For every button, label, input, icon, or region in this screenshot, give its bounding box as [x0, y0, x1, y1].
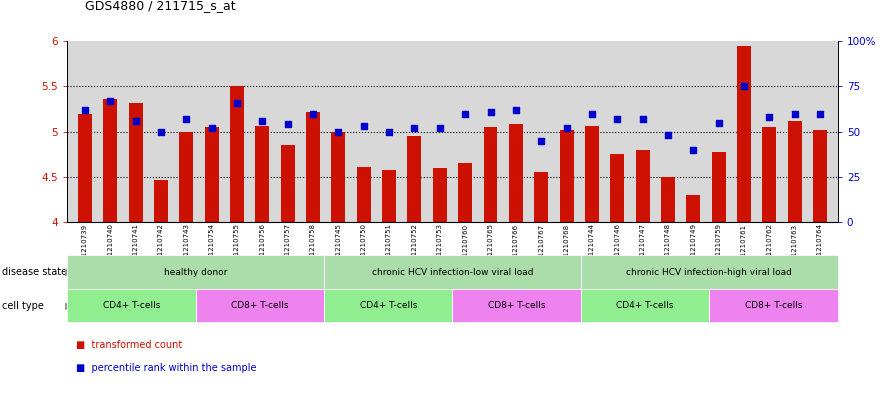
Point	[408, 125, 422, 131]
Point	[255, 118, 270, 124]
Text: cell type: cell type	[2, 301, 44, 310]
Text: CD8+ T-cells: CD8+ T-cells	[745, 301, 802, 310]
Point	[610, 116, 625, 122]
Text: chronic HCV infection-low viral load: chronic HCV infection-low viral load	[372, 268, 533, 277]
Bar	[610, 154, 625, 222]
Bar	[762, 127, 776, 222]
Bar	[661, 177, 675, 222]
Point	[357, 123, 371, 129]
Point	[788, 110, 802, 117]
Bar	[154, 180, 168, 222]
Text: CD8+ T-cells: CD8+ T-cells	[488, 301, 546, 310]
Point	[711, 119, 726, 126]
Text: ▶: ▶	[65, 301, 73, 310]
Bar	[788, 121, 802, 222]
Point	[382, 129, 396, 135]
Bar	[204, 127, 219, 222]
Bar	[332, 132, 345, 222]
Bar	[813, 130, 827, 222]
Point	[204, 125, 219, 131]
Point	[332, 129, 346, 135]
Bar	[408, 136, 421, 222]
Point	[78, 107, 92, 113]
Point	[483, 108, 497, 115]
Bar	[458, 163, 472, 222]
Text: ■  percentile rank within the sample: ■ percentile rank within the sample	[76, 364, 256, 373]
Text: ■  transformed count: ■ transformed count	[76, 340, 183, 350]
Point	[179, 116, 194, 122]
Bar	[382, 170, 396, 222]
Bar	[484, 127, 497, 222]
Point	[433, 125, 447, 131]
Point	[230, 99, 245, 106]
Bar	[686, 195, 701, 222]
Point	[635, 116, 650, 122]
Bar	[711, 152, 726, 222]
Point	[458, 110, 472, 117]
Point	[128, 118, 142, 124]
Point	[534, 138, 548, 144]
Point	[813, 110, 827, 117]
Bar	[230, 86, 244, 222]
Bar	[433, 168, 447, 222]
Text: chronic HCV infection-high viral load: chronic HCV infection-high viral load	[626, 268, 792, 277]
Bar	[179, 132, 194, 222]
Bar	[129, 103, 142, 222]
Text: disease state: disease state	[2, 267, 67, 277]
Bar	[585, 126, 599, 222]
Bar	[357, 167, 371, 222]
Text: CD4+ T-cells: CD4+ T-cells	[103, 301, 160, 310]
Bar	[78, 114, 92, 222]
Text: CD4+ T-cells: CD4+ T-cells	[616, 301, 674, 310]
Bar	[534, 172, 548, 222]
Point	[103, 98, 117, 104]
Bar	[255, 126, 270, 222]
Bar	[635, 150, 650, 222]
Point	[737, 83, 751, 90]
Bar	[280, 145, 295, 222]
Point	[306, 110, 320, 117]
Text: CD4+ T-cells: CD4+ T-cells	[359, 301, 417, 310]
Point	[762, 114, 777, 120]
Point	[154, 129, 168, 135]
Point	[660, 132, 675, 138]
Bar	[737, 46, 751, 222]
Point	[686, 147, 701, 153]
Bar	[306, 112, 320, 222]
Text: GDS4880 / 211715_s_at: GDS4880 / 211715_s_at	[85, 0, 236, 12]
Point	[280, 121, 295, 128]
Point	[559, 125, 573, 131]
Bar	[103, 99, 117, 222]
Text: ▶: ▶	[65, 267, 73, 277]
Point	[509, 107, 523, 113]
Bar	[509, 125, 523, 222]
Bar	[560, 130, 573, 222]
Point	[585, 110, 599, 117]
Text: CD8+ T-cells: CD8+ T-cells	[231, 301, 289, 310]
Text: healthy donor: healthy donor	[164, 268, 228, 277]
